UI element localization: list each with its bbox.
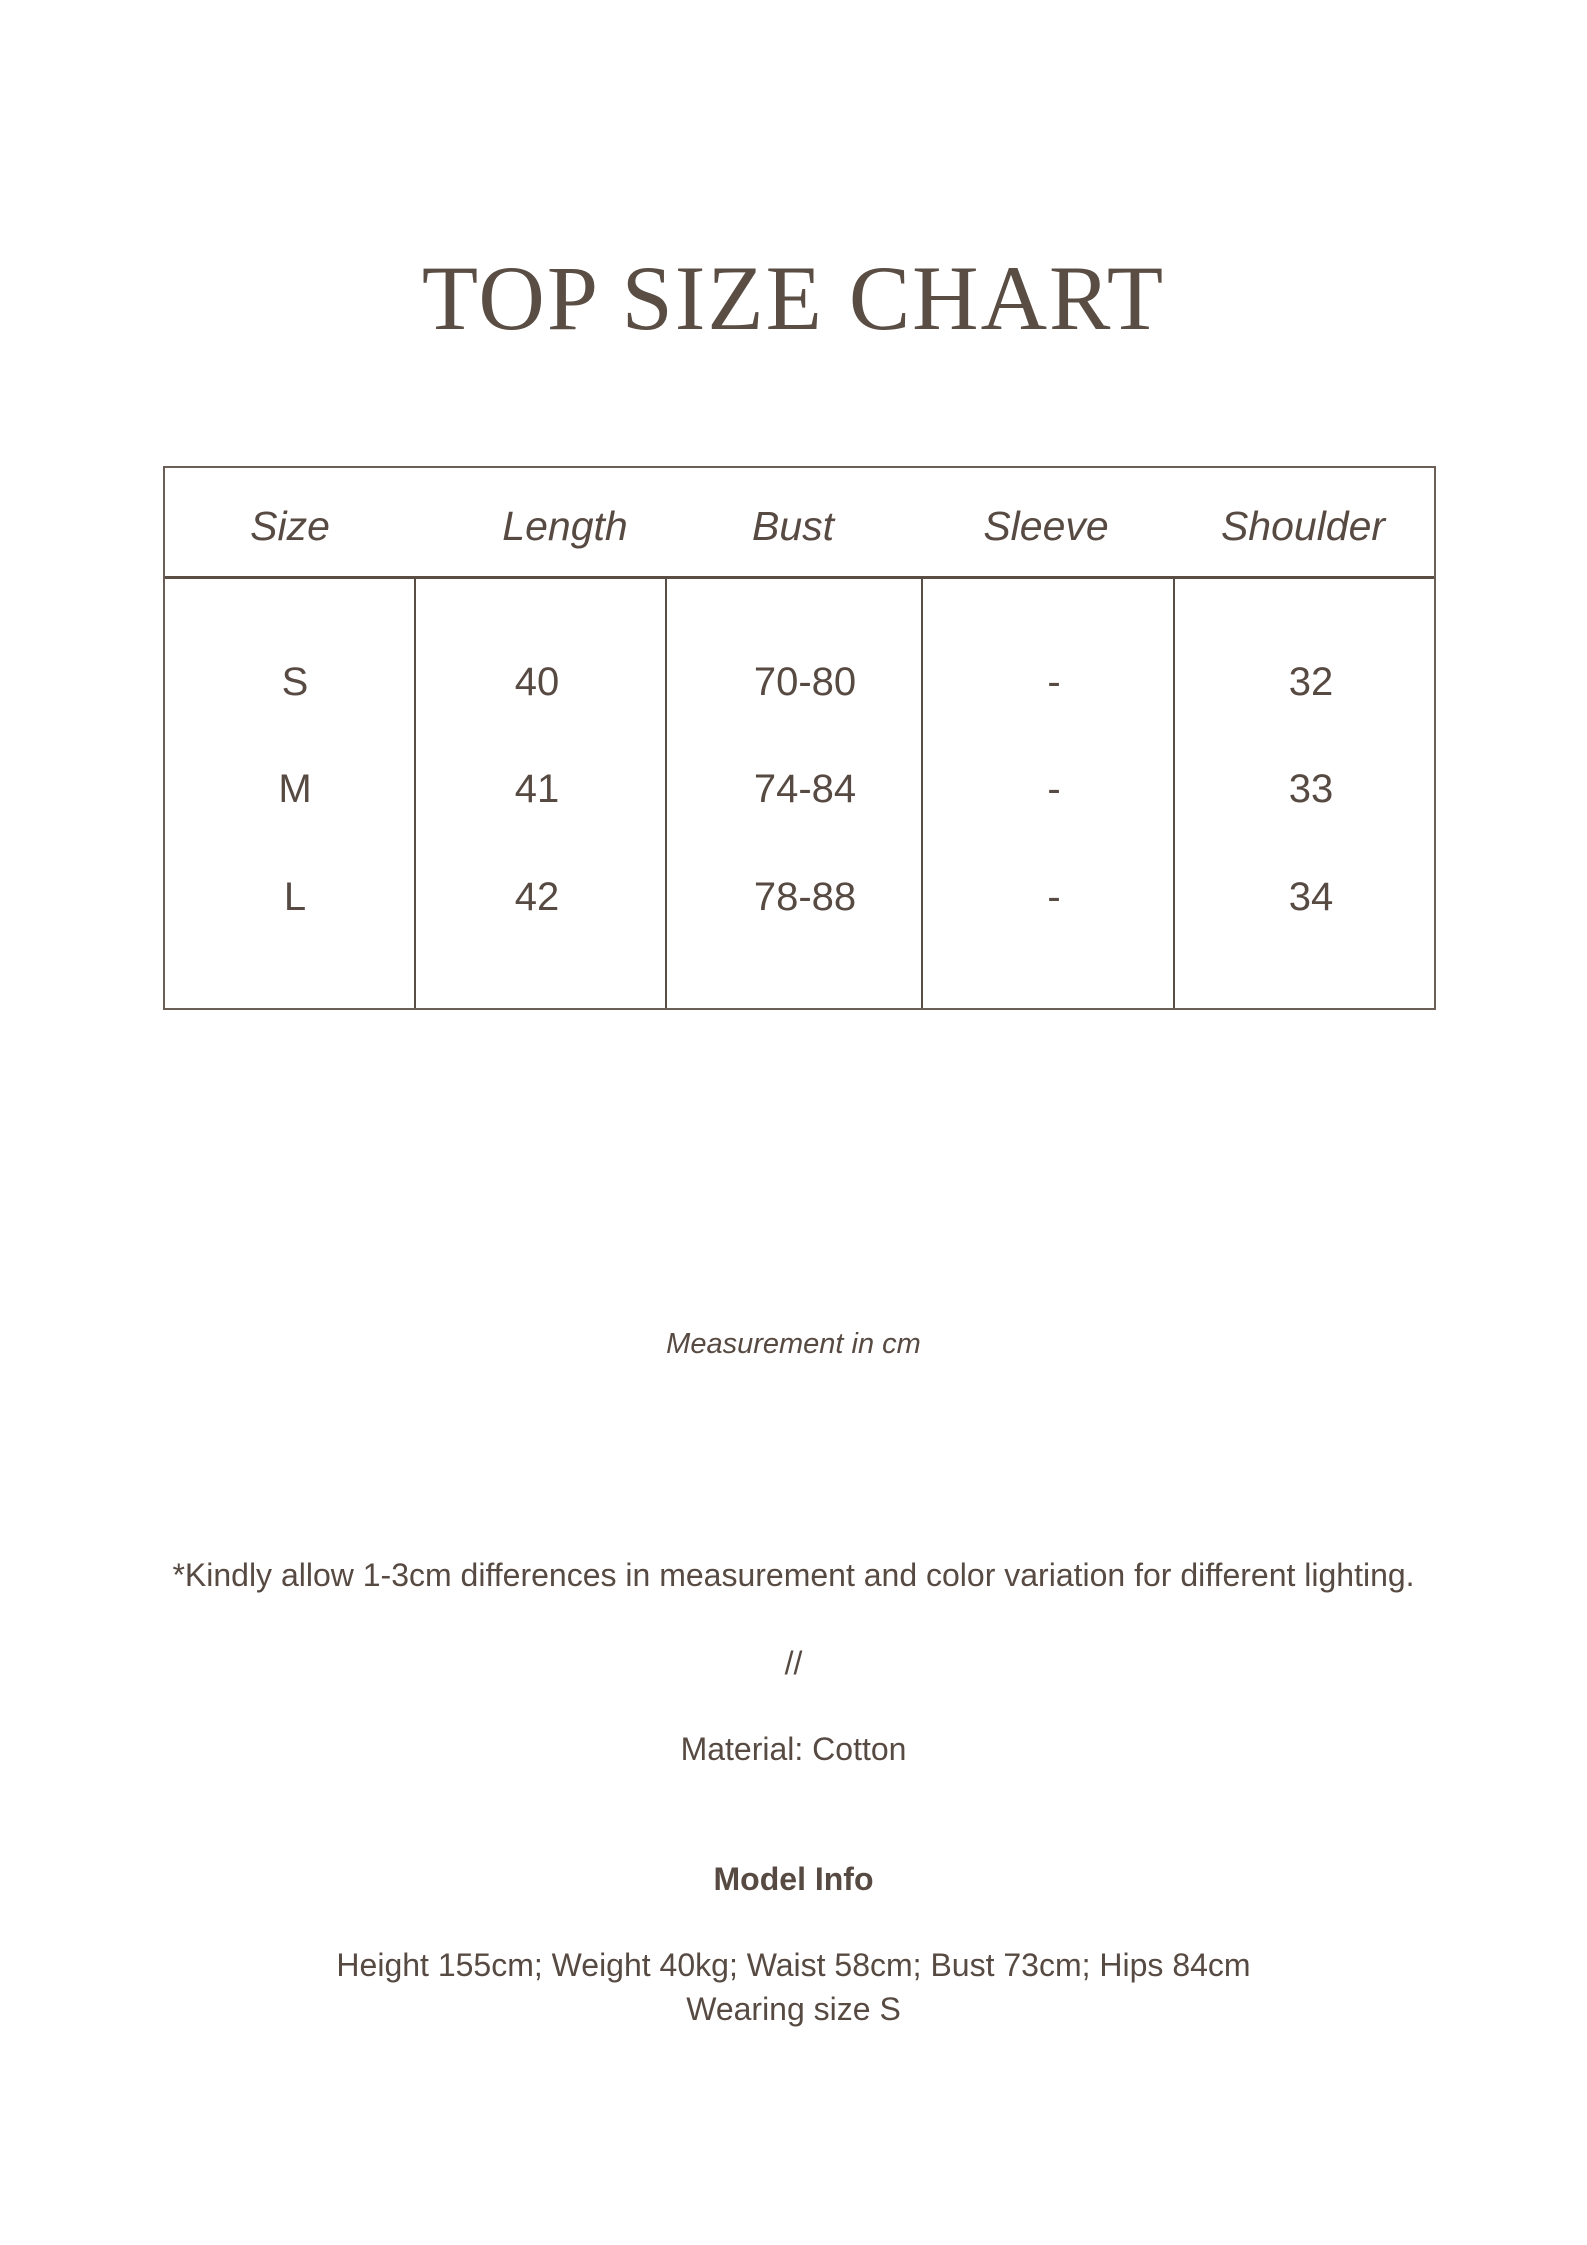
table-cell-shoulder: 32 [1288,660,1334,704]
header-sleeve: Sleeve [983,503,1109,549]
table-cell-shoulder: 34 [1288,875,1334,919]
table-cell-sleeve: - [1047,660,1061,704]
table-cell-size: M [278,767,312,811]
header-size: Size [250,503,330,549]
column-divider [921,576,923,1008]
model-wearing-size: Wearing size S [686,1991,901,2027]
table-cell-length: 40 [514,660,560,704]
table-header: Size Length Bust Sleeve Shoulder [165,468,1434,579]
table-cell-size: S [281,660,309,704]
column-divider [414,576,416,1008]
size-table: Size Length Bust Sleeve Shoulder S 40 70-8… [163,466,1436,1010]
header-length: Length [502,503,628,549]
header-shoulder: Shoulder [1220,503,1386,549]
table-cell-bust: 74-84 [753,767,857,811]
unit-note: Measurement in cm [666,1328,921,1360]
table-cell-shoulder: 33 [1288,767,1334,811]
material: Material: Cotton [680,1731,907,1767]
table-cell-sleeve: - [1047,875,1061,919]
model-measurements: Height 155cm; Weight 40kg; Waist 58cm; B… [336,1947,1251,1983]
table-cell-length: 42 [514,875,560,919]
table-cell-sleeve: - [1047,767,1061,811]
table-cell-bust: 70-80 [753,660,857,704]
page-title: TOP SIZE CHART [421,247,1166,349]
model-info-heading: Model Info [713,1861,874,1897]
table-cell-length: 41 [514,767,560,811]
disclaimer: *Kindly allow 1-3cm differences in measu… [172,1557,1415,1593]
header-bust: Bust [751,503,835,549]
column-divider [665,576,667,1008]
separator: // [784,1645,803,1681]
column-divider [1173,576,1175,1008]
table-cell-size: L [283,875,307,919]
table-cell-bust: 78-88 [753,875,857,919]
